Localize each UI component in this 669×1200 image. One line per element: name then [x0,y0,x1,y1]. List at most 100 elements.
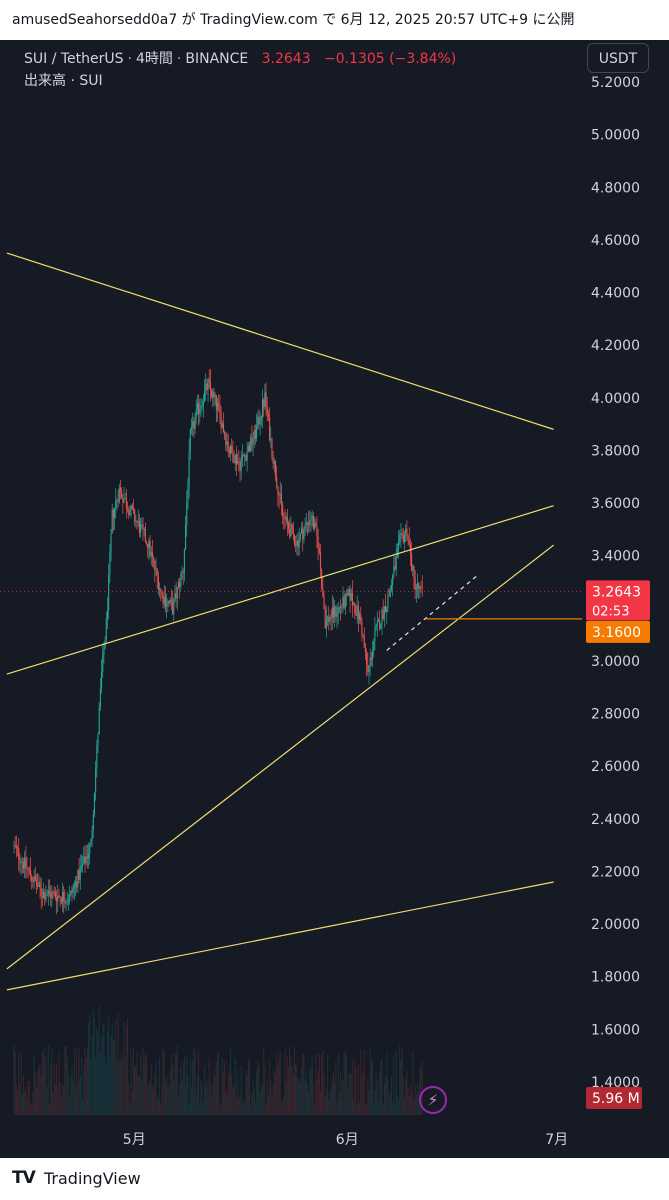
candle-body [140,524,142,533]
candle-body [308,523,310,526]
candle-body [253,430,255,441]
candle-body [182,571,184,573]
volume-bar [89,1015,91,1115]
candle-body [241,455,243,461]
volume-bar [31,1104,33,1115]
volume-bar [270,1081,272,1115]
volume-bar [262,1085,263,1115]
volume-bar [361,1077,363,1115]
candle-body [304,524,306,530]
volume-bar [393,1055,395,1115]
volume-bar [108,1015,110,1115]
volume-bar [304,1080,306,1115]
symbol-name[interactable]: SUI / TetherUS [24,51,124,67]
x-tick-label: 6月 [336,1132,359,1148]
volume-bar [372,1059,374,1115]
volume-bar [56,1062,58,1115]
candle-body [315,523,317,527]
volume-bar [168,1086,170,1115]
volume-bar [399,1045,401,1115]
volume-bar [267,1095,269,1115]
candle-body [121,490,123,498]
volume-bar [134,1066,136,1115]
tradingview-logo[interactable]: TV [12,1168,36,1188]
candle-body [334,606,336,618]
volume-bar [173,1080,175,1115]
candle-body [78,869,80,880]
price-chart[interactable]: 5.2000 5.0000 4.8000 4.6000 4.4000 4.2000 4.00… [0,40,669,1158]
volume-bar [64,1045,66,1115]
candle-body [221,423,223,428]
chart-area[interactable]: 5.2000 5.0000 4.8000 4.6000 4.4000 4.2000 4.00… [0,40,669,1158]
candle-body [166,604,168,607]
time-axis[interactable]: 5月 6月 7月 [123,1132,568,1148]
volume-bar [415,1094,417,1115]
volume-bar [380,1061,382,1115]
volume-bar [191,1087,192,1115]
candle-body [353,603,355,605]
candle-body [188,451,190,487]
volume-bar [279,1050,281,1115]
volume-bar [35,1087,37,1115]
volume-bar [157,1098,159,1115]
candle-body [419,586,421,590]
y-tick-label: 3.6000 [591,496,640,512]
interval-label[interactable]: 4時間 [135,51,173,67]
volume-bar [288,1066,290,1115]
level-price-label: 3.1600 [592,625,641,641]
candlesticks [13,368,423,915]
volume-bar [254,1102,256,1115]
volume-bar [348,1073,350,1115]
volume-bar [271,1094,273,1115]
volume-bar [402,1077,404,1115]
candle-body [50,892,52,899]
candle-body [85,856,87,864]
candle-body [154,560,156,570]
legend-change: −0.1305 (−3.84%) [323,51,457,67]
y-tick-label: 4.6000 [591,233,640,249]
candle-body [135,520,137,522]
candle-body [213,391,215,397]
volume-bar [295,1064,297,1115]
candle-body [176,586,178,599]
candle-body [21,862,23,864]
candle-body [388,595,390,597]
volume-bar [114,1038,116,1115]
candle-body [28,869,30,871]
candle-body [41,895,43,898]
candle-body [222,423,224,433]
bolt-icon[interactable]: ⚡ [419,1086,447,1114]
currency-button[interactable]: USDT [587,43,649,73]
volume-bar [127,1018,129,1115]
volume-bar [260,1086,262,1115]
brand-name[interactable]: TradingView [44,1169,141,1188]
legend-volume-row[interactable]: 出来高 · SUI [24,73,103,89]
candle-body [233,462,235,464]
volume-bar [305,1071,307,1115]
candle-body [405,528,407,535]
candle-body [77,869,79,888]
legend-price: 3.2643 [261,51,311,67]
candle-body [112,509,114,518]
volume-bar [79,1076,81,1115]
candle-body [279,494,281,496]
volume-bar [104,1055,106,1115]
volume-bar [363,1050,365,1115]
candle-body [235,454,238,465]
candle-body [380,623,382,629]
volume-bar [211,1096,213,1115]
volume-bar [357,1063,359,1115]
volume-bar [179,1083,181,1115]
trendline [6,881,554,991]
volume-bar [120,1060,121,1115]
volume-bar [373,1103,375,1115]
candle-body [289,528,291,537]
candle-body [150,552,152,556]
volume-bar [142,1047,144,1115]
candle-body [265,392,267,408]
candle-body [71,890,73,893]
volume-bar [37,1073,39,1115]
volume-bar [233,1085,235,1115]
volume-bar [212,1082,214,1115]
volume-bar [248,1057,250,1115]
